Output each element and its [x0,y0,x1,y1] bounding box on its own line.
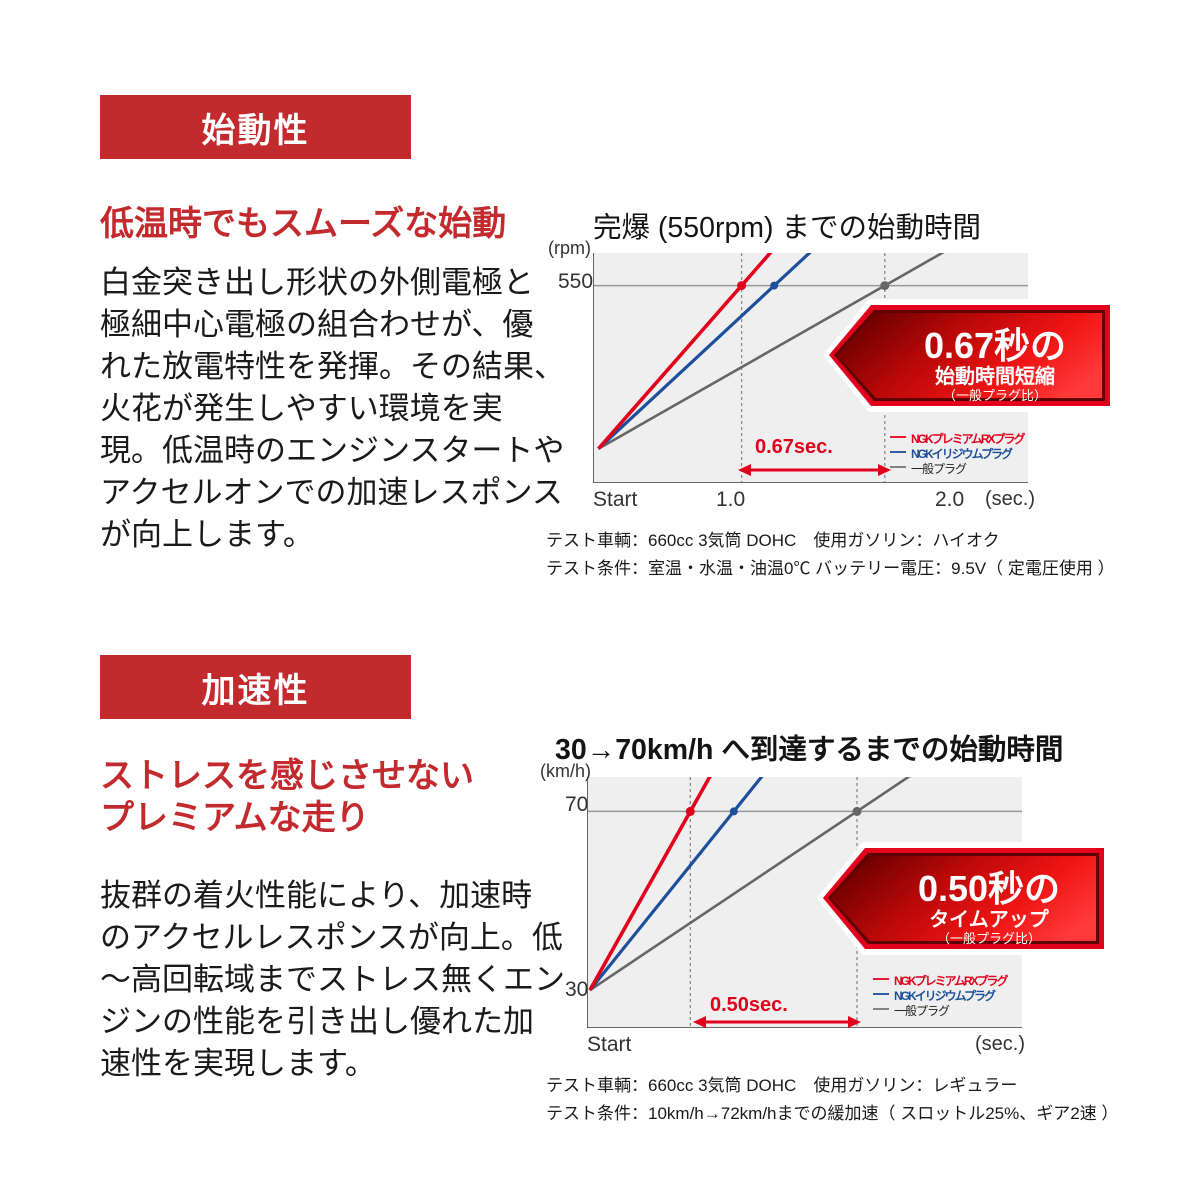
svg-text:0.67秒の: 0.67秒の [924,325,1066,366]
svg-text:（一般プラグ比）: （一般プラグ比） [937,931,1041,946]
svg-text:タイムアップ: タイムアップ [929,908,1050,931]
svg-text:0.50秒の: 0.50秒の [918,868,1060,909]
svg-text:始動時間短縮: 始動時間短縮 [935,364,1055,388]
svg-text:（一般プラグ比）: （一般プラグ比） [943,388,1047,403]
